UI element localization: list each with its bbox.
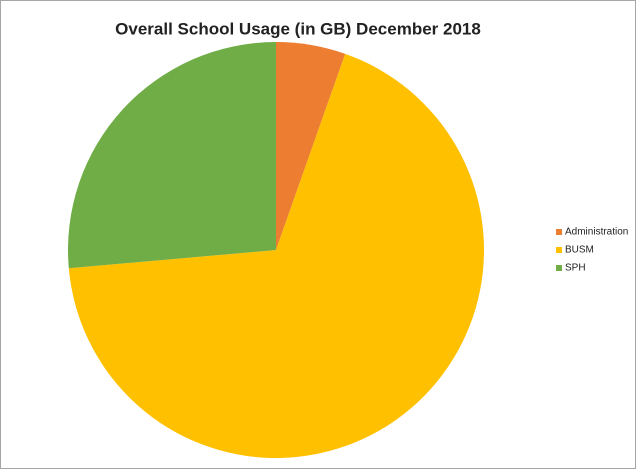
legend-label: SPH <box>565 263 586 274</box>
pie-slice <box>276 42 346 250</box>
pie-slice <box>67 42 276 269</box>
chart-title: Overall School Usage (in GB) December 20… <box>115 19 481 38</box>
legend-swatch <box>556 247 562 253</box>
legend-swatch <box>556 229 562 235</box>
legend-label: Administration <box>565 227 628 238</box>
pie-slice <box>68 53 485 458</box>
legend-label: BUSM <box>565 245 594 256</box>
legend-swatch <box>556 265 562 271</box>
